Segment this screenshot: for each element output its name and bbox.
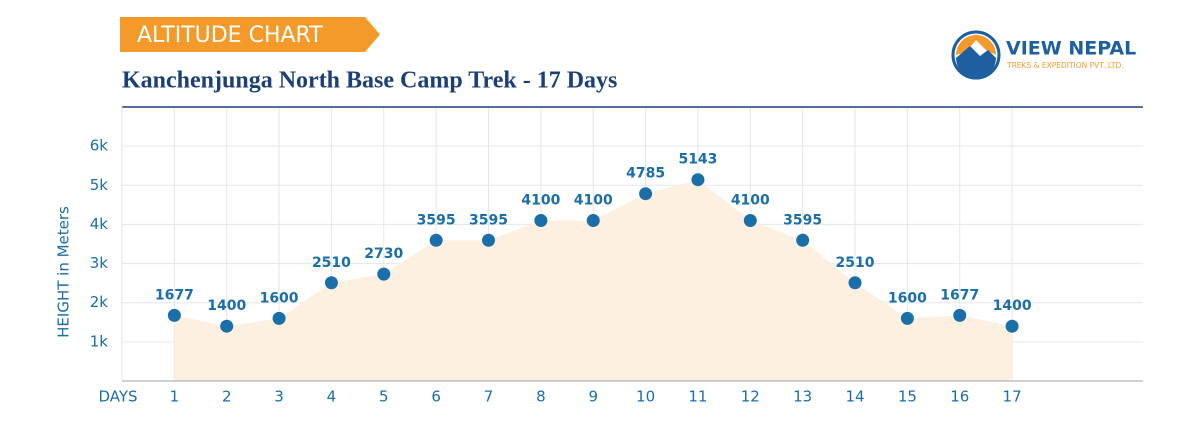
x-axis-label: DAYS	[98, 388, 137, 406]
point	[482, 233, 496, 247]
point	[743, 214, 757, 228]
logo-base	[956, 46, 996, 78]
y-tick-label: 4k	[90, 215, 109, 233]
logo-tagline: TREKS & EXPEDITION PVT. LTD.	[1006, 61, 1124, 70]
x-tick-label: 14	[845, 388, 864, 406]
value-label: 4100	[521, 193, 560, 209]
value-label: 4785	[626, 166, 665, 182]
x-tick-label: 1	[170, 388, 180, 406]
point	[796, 233, 810, 247]
badge-text: ALTITUDE CHART	[137, 23, 323, 48]
value-label: 2510	[836, 255, 875, 271]
point	[324, 276, 338, 290]
point	[1005, 319, 1019, 333]
x-tick-label: 2	[222, 388, 232, 406]
x-tick-label: 3	[274, 388, 284, 406]
x-tick-label: 13	[793, 388, 812, 406]
x-tick-label: 7	[484, 388, 494, 406]
point	[534, 214, 548, 228]
value-label: 3595	[417, 212, 456, 228]
x-tick-label: 4	[327, 388, 337, 406]
point	[220, 319, 234, 333]
point	[691, 173, 705, 187]
value-label: 4100	[574, 193, 613, 209]
x-tick-label: 16	[950, 388, 969, 406]
x-tick-label: 9	[588, 388, 598, 406]
point	[377, 267, 391, 281]
point	[848, 276, 862, 290]
x-tick-label: 5	[379, 388, 389, 406]
point	[953, 308, 967, 322]
point	[429, 233, 443, 247]
value-label: 1400	[993, 298, 1032, 314]
x-tick-label: 6	[431, 388, 441, 406]
value-label: 1600	[260, 290, 299, 306]
y-tick-label: 1k	[90, 332, 109, 350]
y-tick-label: 5k	[90, 176, 109, 194]
value-label: 1677	[155, 287, 194, 303]
value-label: 5143	[678, 152, 717, 168]
value-label: 3595	[469, 212, 508, 228]
point	[272, 311, 286, 325]
point	[639, 187, 653, 201]
x-tick-label: 17	[1003, 388, 1022, 406]
value-label: 2510	[312, 255, 351, 271]
logo-name: VIEW NEPAL	[1006, 38, 1136, 60]
x-tick-label: 15	[898, 388, 917, 406]
point	[586, 214, 600, 228]
value-label: 2730	[364, 246, 403, 262]
y-tick-label: 3k	[90, 254, 109, 272]
x-tick-label: 10	[636, 388, 655, 406]
value-label: 1600	[888, 290, 927, 306]
area	[174, 179, 1013, 381]
value-label: 1400	[207, 298, 246, 314]
point	[900, 311, 914, 325]
x-tick-label: 8	[536, 388, 546, 406]
value-label: 3595	[783, 212, 822, 228]
y-tick-label: 6k	[90, 137, 109, 155]
point	[167, 308, 181, 322]
value-label: 4100	[731, 193, 770, 209]
y-tick-label: 2k	[90, 293, 109, 311]
value-label: 1677	[940, 287, 979, 303]
x-tick-label: 12	[741, 388, 760, 406]
x-tick-label: 11	[688, 388, 707, 406]
badge	[120, 17, 380, 52]
y-axis-label: HEIGHT in Meters	[55, 206, 73, 338]
logo: VIEW NEPAL TREKS & EXPEDITION PVT. LTD.	[951, 30, 1136, 80]
chart-title: Kanchenjunga North Base Camp Trek - 17 D…	[122, 68, 617, 94]
